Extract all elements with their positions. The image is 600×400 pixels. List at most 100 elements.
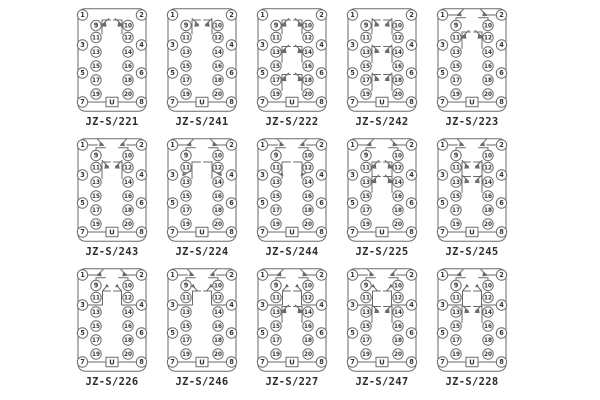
- terminal-number: 1: [440, 271, 445, 279]
- terminal-circle: [482, 149, 494, 162]
- terminal-number: 13: [182, 180, 190, 186]
- terminal-circle: [166, 226, 179, 238]
- terminal-circle: [270, 161, 282, 174]
- terminal-circle: [122, 291, 134, 304]
- terminal-number: 16: [304, 64, 312, 70]
- terminal-number: 15: [452, 64, 460, 70]
- terminal-circle: [450, 291, 462, 304]
- terminal-circle: [256, 96, 269, 108]
- terminal-circle: [315, 269, 328, 281]
- terminal-number: 9: [364, 22, 369, 30]
- terminal-circle: [302, 291, 314, 304]
- diagram-label: JZ-S/223: [445, 116, 499, 128]
- terminal-number: 8: [499, 98, 504, 106]
- terminal-circle: [392, 60, 404, 72]
- socket-outline: [347, 268, 417, 372]
- terminal-circle: [256, 226, 269, 238]
- terminal-number: 20: [304, 92, 312, 98]
- terminal-circle: [495, 226, 508, 238]
- terminal-number: 8: [139, 358, 144, 366]
- terminal-number: 8: [139, 228, 144, 236]
- terminal-number: 1: [260, 11, 265, 19]
- terminal-circle: [482, 31, 494, 44]
- terminal-number: 4: [409, 41, 414, 49]
- terminal-number: 15: [272, 324, 280, 330]
- terminal-circle: [360, 161, 372, 174]
- terminal-circle: [180, 149, 192, 162]
- terminal-number: 17: [182, 78, 190, 84]
- terminal-circle: [122, 176, 134, 188]
- terminal-circle: [270, 60, 282, 72]
- terminal-circle: [225, 327, 238, 339]
- terminal-circle: [256, 9, 269, 21]
- terminal-circle: [212, 334, 224, 346]
- terminal-number: 9: [454, 282, 459, 290]
- terminal-number: 6: [499, 69, 504, 77]
- terminal-number: 5: [170, 329, 175, 337]
- relay-pinout-diagram: 1 2 7 8 3 5 4 6 9 11 13 15 17 19 10 12 14 16 18 20 U JZ-S/228: [427, 268, 517, 398]
- diagram-label: JZ-S/241: [175, 116, 229, 128]
- terminal-circle: [225, 226, 238, 238]
- terminal-number: 10: [304, 154, 312, 160]
- terminal-number: 7: [350, 98, 355, 106]
- terminal-circle: [392, 320, 404, 332]
- terminal-circle: [90, 348, 102, 360]
- terminal-number: 5: [260, 69, 265, 77]
- terminal-circle: [135, 327, 148, 339]
- terminal-number: 12: [214, 166, 222, 172]
- terminal-number: 4: [139, 41, 144, 49]
- terminal-number: 17: [362, 78, 370, 84]
- terminal-circle: [76, 67, 89, 79]
- terminal-number: 3: [170, 171, 175, 179]
- terminal-number: 10: [304, 284, 312, 290]
- terminal-circle: [405, 197, 418, 209]
- terminal-number: 10: [124, 154, 132, 160]
- terminal-number: 20: [304, 222, 312, 228]
- terminal-number: 20: [124, 222, 132, 228]
- socket-outline: [347, 8, 417, 112]
- terminal-circle: [225, 197, 238, 209]
- terminal-circle: [495, 327, 508, 339]
- terminal-number: 1: [350, 141, 355, 149]
- terminal-circle: [90, 31, 102, 44]
- terminal-number: 14: [124, 50, 132, 56]
- relay-pinout-diagram: 1 2 7 8 3 5 4 6 9 11 13 15 17 19 10 12 14 16 18 20 U JZ-S/245: [427, 138, 517, 268]
- terminal-number: 2: [139, 271, 144, 279]
- terminal-circle: [392, 291, 404, 304]
- terminal-number: 17: [92, 78, 100, 84]
- terminal-number: 9: [274, 152, 279, 160]
- terminal-circle: [90, 291, 102, 304]
- power-terminal-label: U: [199, 359, 205, 367]
- terminal-number: 6: [499, 329, 504, 337]
- diagram-grid: 1 2 7 8 3 5 4 6 9 11 13 15 17 19 10 12 14 16 18 20 U JZ-S/221…: [67, 8, 517, 398]
- terminal-circle: [450, 279, 462, 292]
- terminal-circle: [450, 320, 462, 332]
- terminal-number: 19: [92, 222, 100, 228]
- terminal-circle: [302, 190, 314, 202]
- terminal-number: 9: [184, 22, 189, 30]
- terminal-circle: [122, 60, 134, 72]
- terminal-circle: [450, 348, 462, 360]
- terminal-circle: [122, 306, 134, 318]
- terminal-circle: [90, 149, 102, 162]
- terminal-circle: [270, 291, 282, 304]
- terminal-circle: [225, 169, 238, 181]
- terminal-circle: [302, 74, 314, 86]
- terminal-circle: [212, 46, 224, 58]
- terminal-number: 11: [272, 166, 280, 172]
- terminal-number: 9: [364, 152, 369, 160]
- terminal-number: 7: [80, 98, 85, 106]
- terminal-circle: [495, 169, 508, 181]
- terminal-number: 8: [319, 98, 324, 106]
- terminal-circle: [135, 139, 148, 151]
- power-terminal-box: [105, 226, 119, 238]
- terminal-number: 14: [304, 180, 312, 186]
- terminal-number: 15: [92, 64, 100, 70]
- terminal-number: 11: [452, 36, 460, 42]
- terminal-circle: [482, 88, 494, 100]
- terminal-circle: [225, 9, 238, 21]
- terminal-circle: [212, 320, 224, 332]
- power-terminal-box: [375, 226, 389, 238]
- terminal-circle: [436, 96, 449, 108]
